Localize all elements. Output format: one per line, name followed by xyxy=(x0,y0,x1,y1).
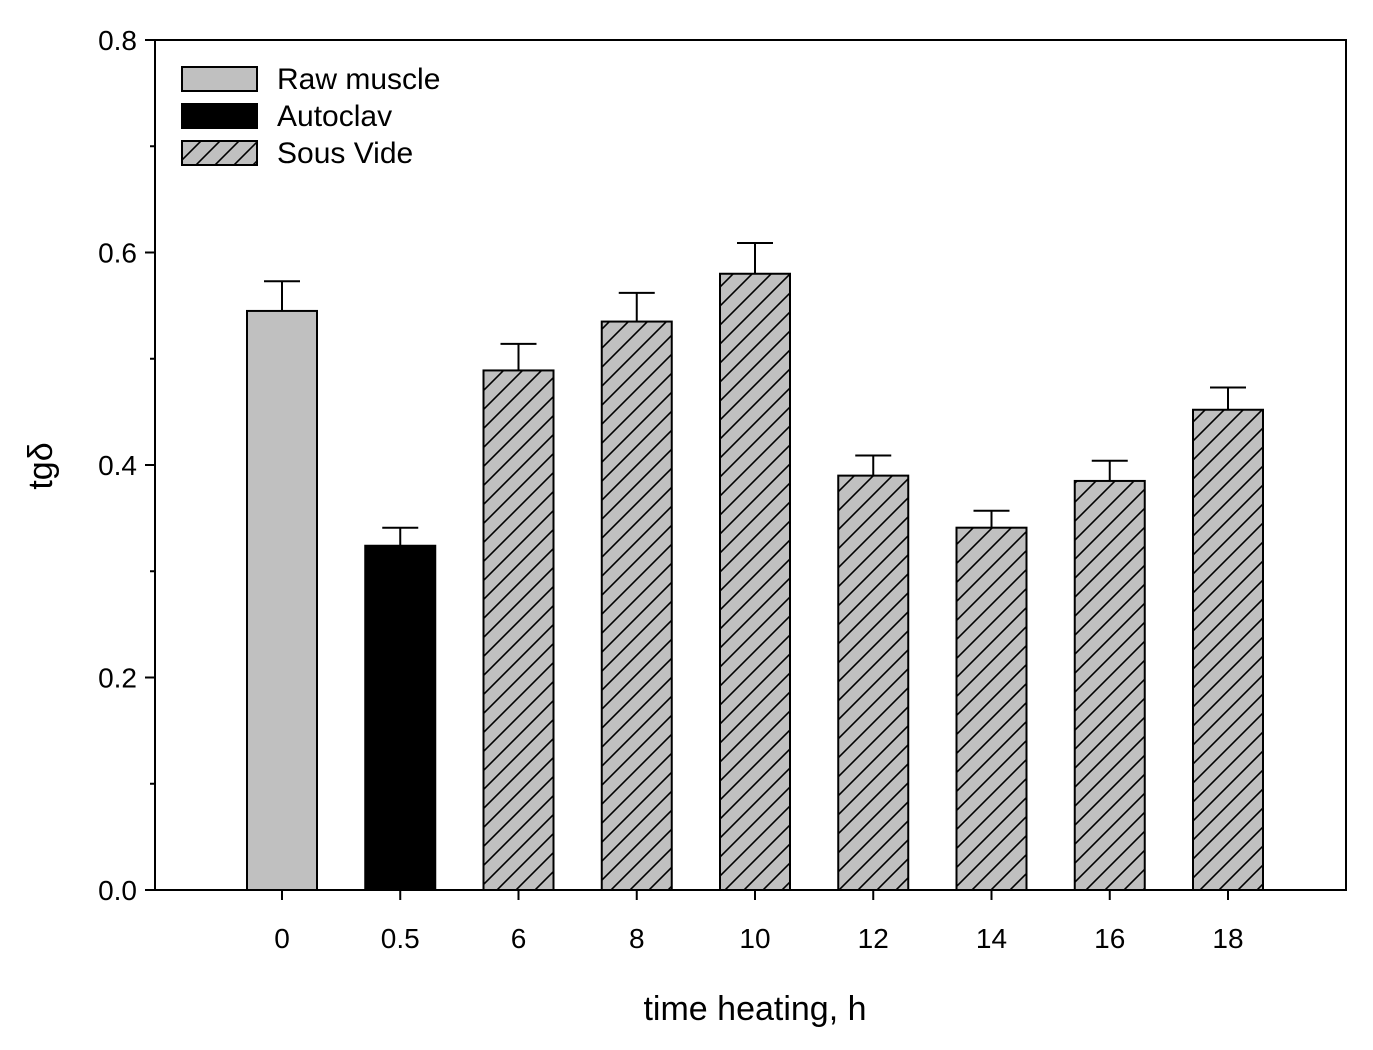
bar-0 xyxy=(246,309,318,891)
x-axis: 0 0.5 6 8 10 12 14 16 18 xyxy=(274,890,1244,954)
legend: Raw muscle Autoclav Sous Vide xyxy=(181,63,440,170)
x-tick-label-6: 6 xyxy=(511,923,527,954)
x-tick-label-0.5: 0.5 xyxy=(381,923,420,954)
bar-0.5 xyxy=(364,544,437,891)
legend-swatch-raw-muscle xyxy=(181,66,258,92)
x-tick-label-12: 12 xyxy=(858,923,889,954)
legend-swatch-sous-vide xyxy=(181,140,258,166)
x-tick-label-18: 18 xyxy=(1212,923,1243,954)
x-tick-label-10: 10 xyxy=(739,923,770,954)
y-axis-title: tgδ xyxy=(22,442,60,489)
x-tick-label-14: 14 xyxy=(976,923,1007,954)
y-tick-label-0.2: 0.2 xyxy=(98,663,137,694)
error-bars-layer xyxy=(264,241,1246,546)
bar-12 xyxy=(837,474,910,891)
y-tick-label-0.8: 0.8 xyxy=(98,25,137,56)
bar-6 xyxy=(482,369,555,891)
legend-label-autoclav: Autoclav xyxy=(277,100,392,133)
bars-layer xyxy=(246,272,1264,891)
x-axis-title: time heating, h xyxy=(643,990,866,1028)
x-tick-label-8: 8 xyxy=(629,923,645,954)
y-axis: 0.0 0.2 0.4 0.6 0.8 xyxy=(98,25,155,906)
bar-8 xyxy=(600,320,673,891)
bar-14 xyxy=(955,526,1028,891)
x-tick-label-0: 0 xyxy=(274,923,290,954)
y-tick-label-0.6: 0.6 xyxy=(98,238,137,269)
legend-label-raw-muscle: Raw muscle xyxy=(277,63,440,96)
y-tick-label-0.0: 0.0 xyxy=(98,875,137,906)
x-tick-label-16: 16 xyxy=(1094,923,1125,954)
bar-16 xyxy=(1073,479,1146,891)
bar-18 xyxy=(1192,408,1264,891)
legend-swatch-autoclav xyxy=(181,103,258,129)
bar-10 xyxy=(719,272,791,891)
y-tick-label-0.4: 0.4 xyxy=(98,450,137,481)
legend-label-sous-vide: Sous Vide xyxy=(277,137,413,170)
